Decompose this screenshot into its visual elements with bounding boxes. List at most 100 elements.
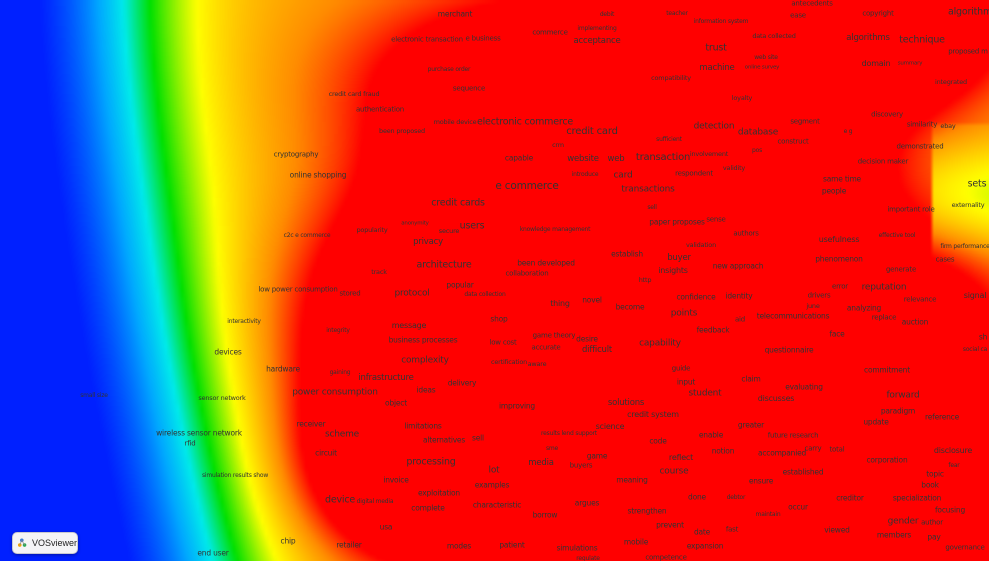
term-label[interactable]: complexity	[401, 355, 449, 366]
term-label[interactable]: digital media	[356, 498, 394, 505]
term-label[interactable]: secure	[438, 226, 460, 235]
term-label[interactable]: low cost	[489, 338, 517, 347]
term-label[interactable]: accurate	[531, 343, 561, 352]
term-label[interactable]: capability	[639, 338, 681, 349]
term-label[interactable]: paradigm	[880, 406, 916, 416]
term-label[interactable]: electronic commerce	[476, 116, 574, 128]
term-label[interactable]: simulation results show	[201, 472, 269, 479]
term-label[interactable]: alternatives	[422, 435, 466, 445]
term-label[interactable]: technique	[899, 34, 945, 46]
term-label[interactable]: construct	[777, 137, 809, 146]
term-label[interactable]: device	[324, 494, 356, 506]
term-label[interactable]: trust	[705, 42, 727, 54]
term-label[interactable]: credit system	[627, 410, 679, 419]
term-label[interactable]: thing	[550, 299, 570, 308]
term-label[interactable]: corporation	[866, 455, 908, 465]
term-label[interactable]: loyalty	[731, 93, 753, 102]
term-label[interactable]: certification	[490, 357, 528, 366]
term-label[interactable]: improving	[499, 401, 535, 411]
term-label[interactable]: confidence	[676, 292, 716, 302]
term-label[interactable]: book	[921, 480, 939, 490]
term-label[interactable]: message	[391, 321, 427, 330]
term-label[interactable]: card	[613, 170, 633, 181]
term-label[interactable]: usa	[379, 522, 393, 532]
term-label[interactable]: novel	[582, 295, 602, 305]
term-label[interactable]: examples	[474, 480, 510, 490]
term-label[interactable]: members	[876, 530, 912, 540]
term-label[interactable]: invoice	[383, 475, 409, 485]
term-label[interactable]: object	[385, 398, 407, 408]
term-label[interactable]: input	[676, 377, 696, 387]
term-label[interactable]: credit card fraud	[328, 89, 380, 98]
term-label[interactable]: algorithms	[846, 32, 890, 43]
term-label[interactable]: summary	[897, 60, 923, 67]
term-label[interactable]: cases	[935, 255, 955, 264]
term-label[interactable]: shop	[490, 314, 508, 324]
term-label[interactable]: domain	[861, 59, 891, 68]
term-label[interactable]: stored	[339, 289, 361, 298]
term-label[interactable]: capable	[504, 153, 534, 163]
term-label[interactable]: decision maker	[857, 157, 909, 166]
term-label[interactable]: established	[782, 467, 824, 477]
term-label[interactable]: usefulness	[818, 235, 860, 244]
term-label[interactable]: lot	[488, 465, 500, 476]
term-label[interactable]: architecture	[416, 259, 472, 271]
term-label[interactable]: online shopping	[289, 170, 347, 180]
term-label[interactable]: collaboration	[505, 269, 549, 278]
term-label[interactable]: electronic transaction	[391, 35, 463, 44]
term-label[interactable]: business processes	[388, 335, 458, 345]
term-label[interactable]: credit card	[566, 126, 618, 137]
term-label[interactable]: results lend support	[541, 430, 597, 437]
term-label[interactable]: merchant	[437, 9, 473, 19]
term-label[interactable]: information system	[693, 18, 749, 25]
term-label[interactable]: power consumption	[292, 387, 378, 398]
term-label[interactable]: discovery	[871, 110, 903, 119]
term-label[interactable]: cryptography	[273, 150, 319, 159]
term-label[interactable]: sets	[967, 178, 987, 190]
term-label[interactable]: notion	[711, 446, 735, 456]
term-label[interactable]: points	[670, 308, 698, 319]
term-label[interactable]: crm	[552, 140, 564, 149]
term-label[interactable]: paper proposes	[649, 217, 705, 227]
term-label[interactable]: face	[829, 329, 845, 339]
term-label[interactable]: implementing	[577, 25, 617, 32]
term-label[interactable]: circuit	[315, 448, 337, 458]
term-label[interactable]: delivery	[447, 378, 477, 388]
term-label[interactable]: knowledge management	[519, 226, 591, 233]
term-label[interactable]: relevance	[903, 295, 937, 304]
term-label[interactable]: solutions	[607, 397, 645, 408]
term-label[interactable]: disclosure	[933, 446, 973, 455]
term-label[interactable]: code	[649, 436, 667, 446]
term-label[interactable]: ideas	[416, 385, 436, 395]
term-label[interactable]: debtor	[726, 494, 746, 501]
term-label[interactable]: course	[659, 466, 689, 477]
term-label[interactable]: receiver	[296, 419, 326, 429]
term-label[interactable]: e g	[843, 128, 853, 135]
term-label[interactable]: claim	[741, 374, 761, 384]
term-label[interactable]: authors	[733, 229, 759, 238]
term-label[interactable]: firm performance	[940, 243, 989, 250]
term-label[interactable]: track	[371, 267, 387, 276]
term-label[interactable]: machine	[699, 62, 735, 73]
term-label[interactable]: governance	[945, 543, 985, 552]
term-label[interactable]: forward	[886, 390, 920, 401]
term-label[interactable]: establish	[611, 249, 643, 259]
term-label[interactable]: greater	[737, 420, 765, 430]
term-label[interactable]: been proposed	[379, 126, 425, 135]
term-label[interactable]: student	[688, 388, 722, 399]
term-label[interactable]: expansion	[686, 541, 724, 551]
term-label[interactable]: viewed	[824, 525, 850, 535]
term-label[interactable]: evaluating	[785, 382, 823, 392]
term-label[interactable]: algorithm	[947, 6, 989, 18]
term-label[interactable]: web	[607, 153, 625, 164]
term-label[interactable]: exploitation	[418, 488, 460, 498]
term-label[interactable]: reputation	[861, 282, 907, 293]
term-label[interactable]: e commerce	[495, 179, 559, 192]
term-label[interactable]: proposed m	[948, 47, 988, 56]
term-label[interactable]: sell	[472, 433, 484, 443]
term-label[interactable]: new approach	[712, 261, 764, 271]
term-label[interactable]: rfid	[184, 439, 196, 448]
term-label[interactable]: june	[806, 301, 820, 310]
term-label[interactable]: difficult	[581, 344, 613, 355]
